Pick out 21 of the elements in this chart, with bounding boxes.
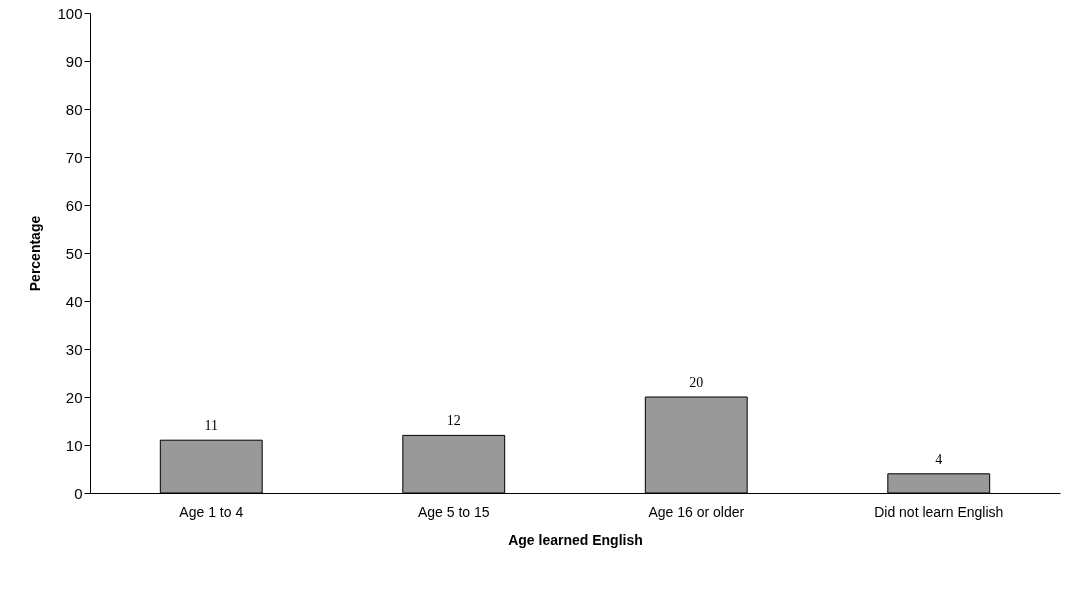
y-tick-label: 0 <box>74 484 83 502</box>
x-tick-label: Age 5 to 15 <box>417 503 490 520</box>
x-tick-label: Age 1 to 4 <box>179 503 244 520</box>
y-tick-label: 50 <box>65 244 83 262</box>
y-tick-label: 10 <box>65 436 83 454</box>
x-tick-label: Age 16 or older <box>648 503 745 520</box>
y-axis-title: Percentage <box>27 215 44 292</box>
data-label: 4 <box>935 451 943 467</box>
x-tick-label: Did not learn English <box>874 503 1004 520</box>
data-label: 20 <box>689 375 704 390</box>
y-tick-label: 100 <box>57 4 83 22</box>
y-tick-label: 70 <box>65 148 83 166</box>
data-label: 12 <box>446 413 461 429</box>
y-tick-label: 60 <box>65 196 83 214</box>
y-tick-label: 90 <box>65 52 83 70</box>
y-tick-label: 20 <box>65 388 83 406</box>
y-tick-label: 80 <box>65 100 83 118</box>
data-label: 11 <box>204 418 218 434</box>
y-tick-label: 40 <box>65 292 83 310</box>
x-axis-title: Age learned English <box>508 531 643 548</box>
y-tick-label: 30 <box>65 340 83 358</box>
